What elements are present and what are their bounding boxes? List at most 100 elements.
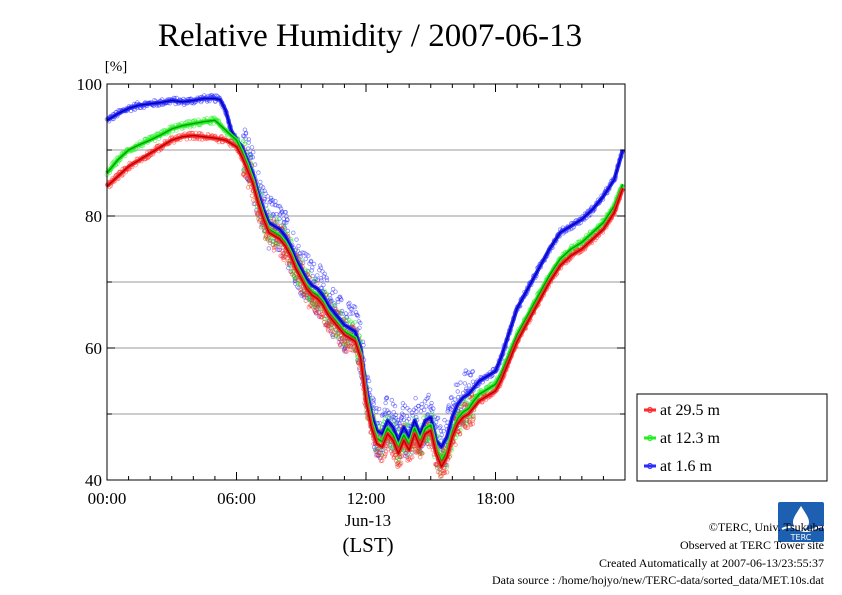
sample-point <box>284 261 290 266</box>
sample-point <box>242 141 247 147</box>
sample-point <box>457 431 463 437</box>
sample-point <box>346 302 351 307</box>
y-tick-label: 40 <box>85 471 102 490</box>
x-tick-label: 18:00 <box>476 489 515 508</box>
sample-point <box>420 451 425 456</box>
x-axis-ticks: 00:00 06:00 12:00 18:00 <box>88 84 626 508</box>
sample-point <box>273 198 278 204</box>
sample-point <box>442 417 447 423</box>
sample-point <box>265 236 270 242</box>
sample-point <box>444 465 450 470</box>
sample-point <box>403 451 408 456</box>
sample-point <box>344 338 349 344</box>
sample-point <box>390 418 395 424</box>
x-tick-label: 12:00 <box>347 489 386 508</box>
series-line-band <box>105 133 625 469</box>
x-tick-label: 06:00 <box>217 489 256 508</box>
sample-point <box>429 400 434 406</box>
sample-point <box>315 281 320 286</box>
sample-point <box>322 271 327 276</box>
sample-point <box>302 292 307 298</box>
sample-point <box>371 397 377 402</box>
sample-point <box>339 308 345 314</box>
sample-point <box>429 403 434 409</box>
sample-point <box>442 470 448 475</box>
sample-point <box>399 460 404 465</box>
sample-point <box>424 404 429 409</box>
sample-point <box>331 332 336 337</box>
sample-point <box>445 409 450 414</box>
sample-point <box>303 256 308 262</box>
y-axis-ticks: 40 60 80 100 <box>77 75 625 490</box>
sample-point <box>345 344 350 349</box>
sample-point <box>352 320 358 325</box>
sample-point <box>306 253 311 258</box>
grid-lines <box>107 149 625 415</box>
sample-point <box>371 401 376 406</box>
sample-point <box>335 299 341 305</box>
sample-point <box>471 413 476 419</box>
sample-point <box>322 288 327 293</box>
observed-site-text: Observed at TERC Tower site <box>679 538 824 552</box>
sample-point <box>455 389 460 394</box>
sample-point <box>397 421 402 426</box>
sample-point <box>418 455 423 460</box>
sample-point <box>459 404 464 409</box>
sample-point <box>339 341 344 346</box>
sample-point <box>334 307 339 312</box>
sample-point <box>249 145 255 150</box>
sample-point <box>392 403 398 409</box>
sample-point <box>425 395 431 400</box>
legend-marker <box>647 463 653 469</box>
sample-point <box>264 203 269 208</box>
sample-point <box>258 179 263 185</box>
sample-point <box>262 228 267 233</box>
y-tick-label: 100 <box>77 75 103 94</box>
sample-point <box>309 268 314 273</box>
sample-point <box>243 130 249 136</box>
sample-point <box>271 248 277 253</box>
sample-point <box>449 395 454 400</box>
sample-point <box>470 369 475 374</box>
sample-point <box>453 382 459 387</box>
sample-point <box>270 198 275 203</box>
y-tick-label: 60 <box>85 339 102 358</box>
legend-label: at 1.6 m <box>660 458 713 475</box>
sample-point <box>410 455 415 460</box>
sample-point <box>333 289 338 294</box>
sample-point <box>439 432 444 438</box>
x-tick-label: 00:00 <box>88 489 127 508</box>
sample-point <box>315 273 320 278</box>
sample-point <box>296 243 301 249</box>
sample-point <box>319 286 324 291</box>
data-source-text: Data source : /home/hojyo/new/TERC-data/… <box>491 573 824 587</box>
sample-point <box>407 457 412 462</box>
sample-point <box>277 247 283 253</box>
sample-point <box>462 402 467 407</box>
sample-point <box>248 152 253 157</box>
sample-point <box>354 312 360 318</box>
chart-title: Relative Humidity / 2007-06-13 <box>158 18 582 54</box>
sample-point <box>374 453 379 458</box>
sample-point <box>310 273 315 279</box>
sample-point <box>262 188 267 194</box>
sample-point <box>344 349 349 354</box>
legend: at 29.5 m at 12.3 m at 1.6 m <box>636 393 828 482</box>
sample-point <box>404 414 410 419</box>
sample-point <box>435 415 441 421</box>
sample-point <box>367 387 373 392</box>
sample-point <box>413 396 418 401</box>
sample-point <box>326 328 331 333</box>
sample-point <box>352 304 358 310</box>
sample-point <box>258 224 264 230</box>
sample-point <box>419 402 424 407</box>
sample-point <box>263 191 268 196</box>
copyright-text: ©TERC, Univ. Tsukuba <box>708 520 824 534</box>
sample-point <box>249 193 255 198</box>
x-axis-timezone-label: (LST) <box>342 533 393 557</box>
x-axis-date-label: Jun-13 <box>345 511 391 530</box>
sample-point <box>314 311 319 316</box>
terc-logo: TERC <box>778 502 825 542</box>
sample-point <box>250 155 255 160</box>
sample-point <box>321 282 326 288</box>
